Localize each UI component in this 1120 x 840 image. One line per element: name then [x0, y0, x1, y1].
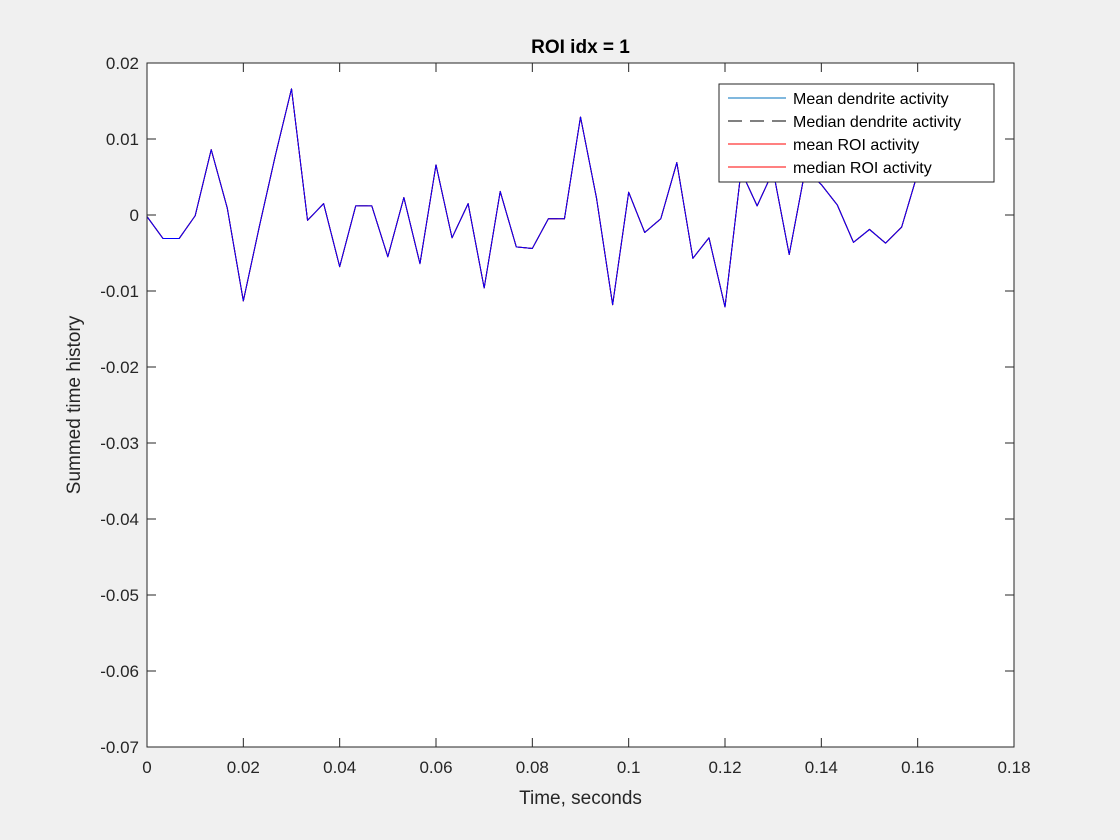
x-tick-label: 0	[142, 758, 151, 777]
y-axis-label: Summed time history	[64, 315, 85, 494]
chart-title: ROI idx = 1	[531, 37, 630, 58]
x-tick-label: 0.18	[997, 758, 1030, 777]
legend-box	[718, 83, 995, 183]
legend[interactable]: Mean dendrite activity Median dendrite ac…	[718, 83, 995, 183]
x-tick-label: 0.04	[323, 758, 356, 777]
y-tick-label: -0.04	[100, 510, 139, 529]
axes-box	[146, 62, 1015, 748]
x-tick-label: 0.16	[901, 758, 934, 777]
y-tick-label: -0.01	[100, 282, 139, 301]
legend-label: Median dendrite activity	[793, 114, 961, 131]
legend-label: mean ROI activity	[793, 137, 919, 154]
y-tick-label: -0.06	[100, 662, 139, 681]
y-tick-label: 0.01	[106, 130, 139, 149]
x-tick-label: 0.1	[617, 758, 641, 777]
series-layer	[146, 88, 919, 308]
y-tick-label: -0.05	[100, 586, 139, 605]
y-tick-label: 0	[130, 206, 139, 225]
x-tick-label: 0.08	[516, 758, 549, 777]
x-tick-label: 0.12	[708, 758, 741, 777]
y-tick-label: -0.03	[100, 434, 139, 453]
ticks-layer: 0 0.02 0.04 0.06 0.08 0.1 0.12 0.14 0.16 0.18 -0.0…	[100, 54, 1030, 777]
y-tick-label: 0.02	[106, 54, 139, 73]
x-tick-label: 0.02	[227, 758, 260, 777]
y-tick-label: -0.07	[100, 738, 139, 757]
legend-label: Mean dendrite activity	[793, 91, 949, 108]
x-tick-label: 0.14	[805, 758, 838, 777]
x-tick-label: 0.06	[419, 758, 452, 777]
y-tick-label: -0.02	[100, 358, 139, 377]
x-axis-label: Time, seconds	[519, 788, 642, 809]
legend-label: median ROI activity	[793, 160, 932, 177]
series-line-4[interactable]	[146, 88, 919, 308]
